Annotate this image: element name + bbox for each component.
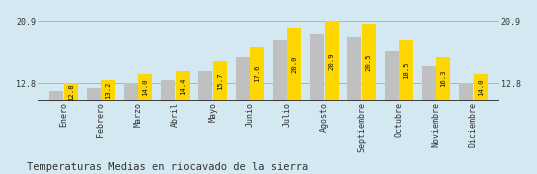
Text: 20.0: 20.0 xyxy=(292,56,297,73)
Bar xyxy=(273,40,287,174)
Bar xyxy=(198,71,213,174)
Bar xyxy=(474,74,488,174)
Bar xyxy=(176,71,190,174)
Bar xyxy=(459,83,473,174)
Text: 14.0: 14.0 xyxy=(477,79,484,96)
Text: 20.9: 20.9 xyxy=(329,52,335,70)
Bar xyxy=(384,51,398,174)
Text: 18.5: 18.5 xyxy=(403,62,409,79)
Bar xyxy=(324,21,339,174)
Text: 12.8: 12.8 xyxy=(68,83,74,101)
Bar xyxy=(236,57,250,174)
Text: 14.0: 14.0 xyxy=(142,79,148,96)
Bar xyxy=(310,34,324,174)
Bar xyxy=(86,88,101,174)
Bar xyxy=(124,83,138,174)
Bar xyxy=(64,83,78,174)
Bar xyxy=(139,74,153,174)
Bar xyxy=(287,28,301,174)
Text: 15.7: 15.7 xyxy=(217,72,223,90)
Text: 20.5: 20.5 xyxy=(366,54,372,71)
Text: 14.4: 14.4 xyxy=(180,77,186,95)
Bar xyxy=(362,24,376,174)
Bar xyxy=(422,66,436,174)
Bar xyxy=(213,61,227,174)
Text: 17.6: 17.6 xyxy=(254,65,260,82)
Bar xyxy=(347,37,361,174)
Bar xyxy=(250,47,264,174)
Bar xyxy=(101,80,115,174)
Text: 16.3: 16.3 xyxy=(440,70,446,88)
Text: Temperaturas Medias en riocavado de la sierra: Temperaturas Medias en riocavado de la s… xyxy=(27,162,308,172)
Bar xyxy=(49,91,63,174)
Bar xyxy=(161,80,175,174)
Text: 13.2: 13.2 xyxy=(105,82,111,99)
Bar xyxy=(399,40,413,174)
Bar xyxy=(436,57,451,174)
